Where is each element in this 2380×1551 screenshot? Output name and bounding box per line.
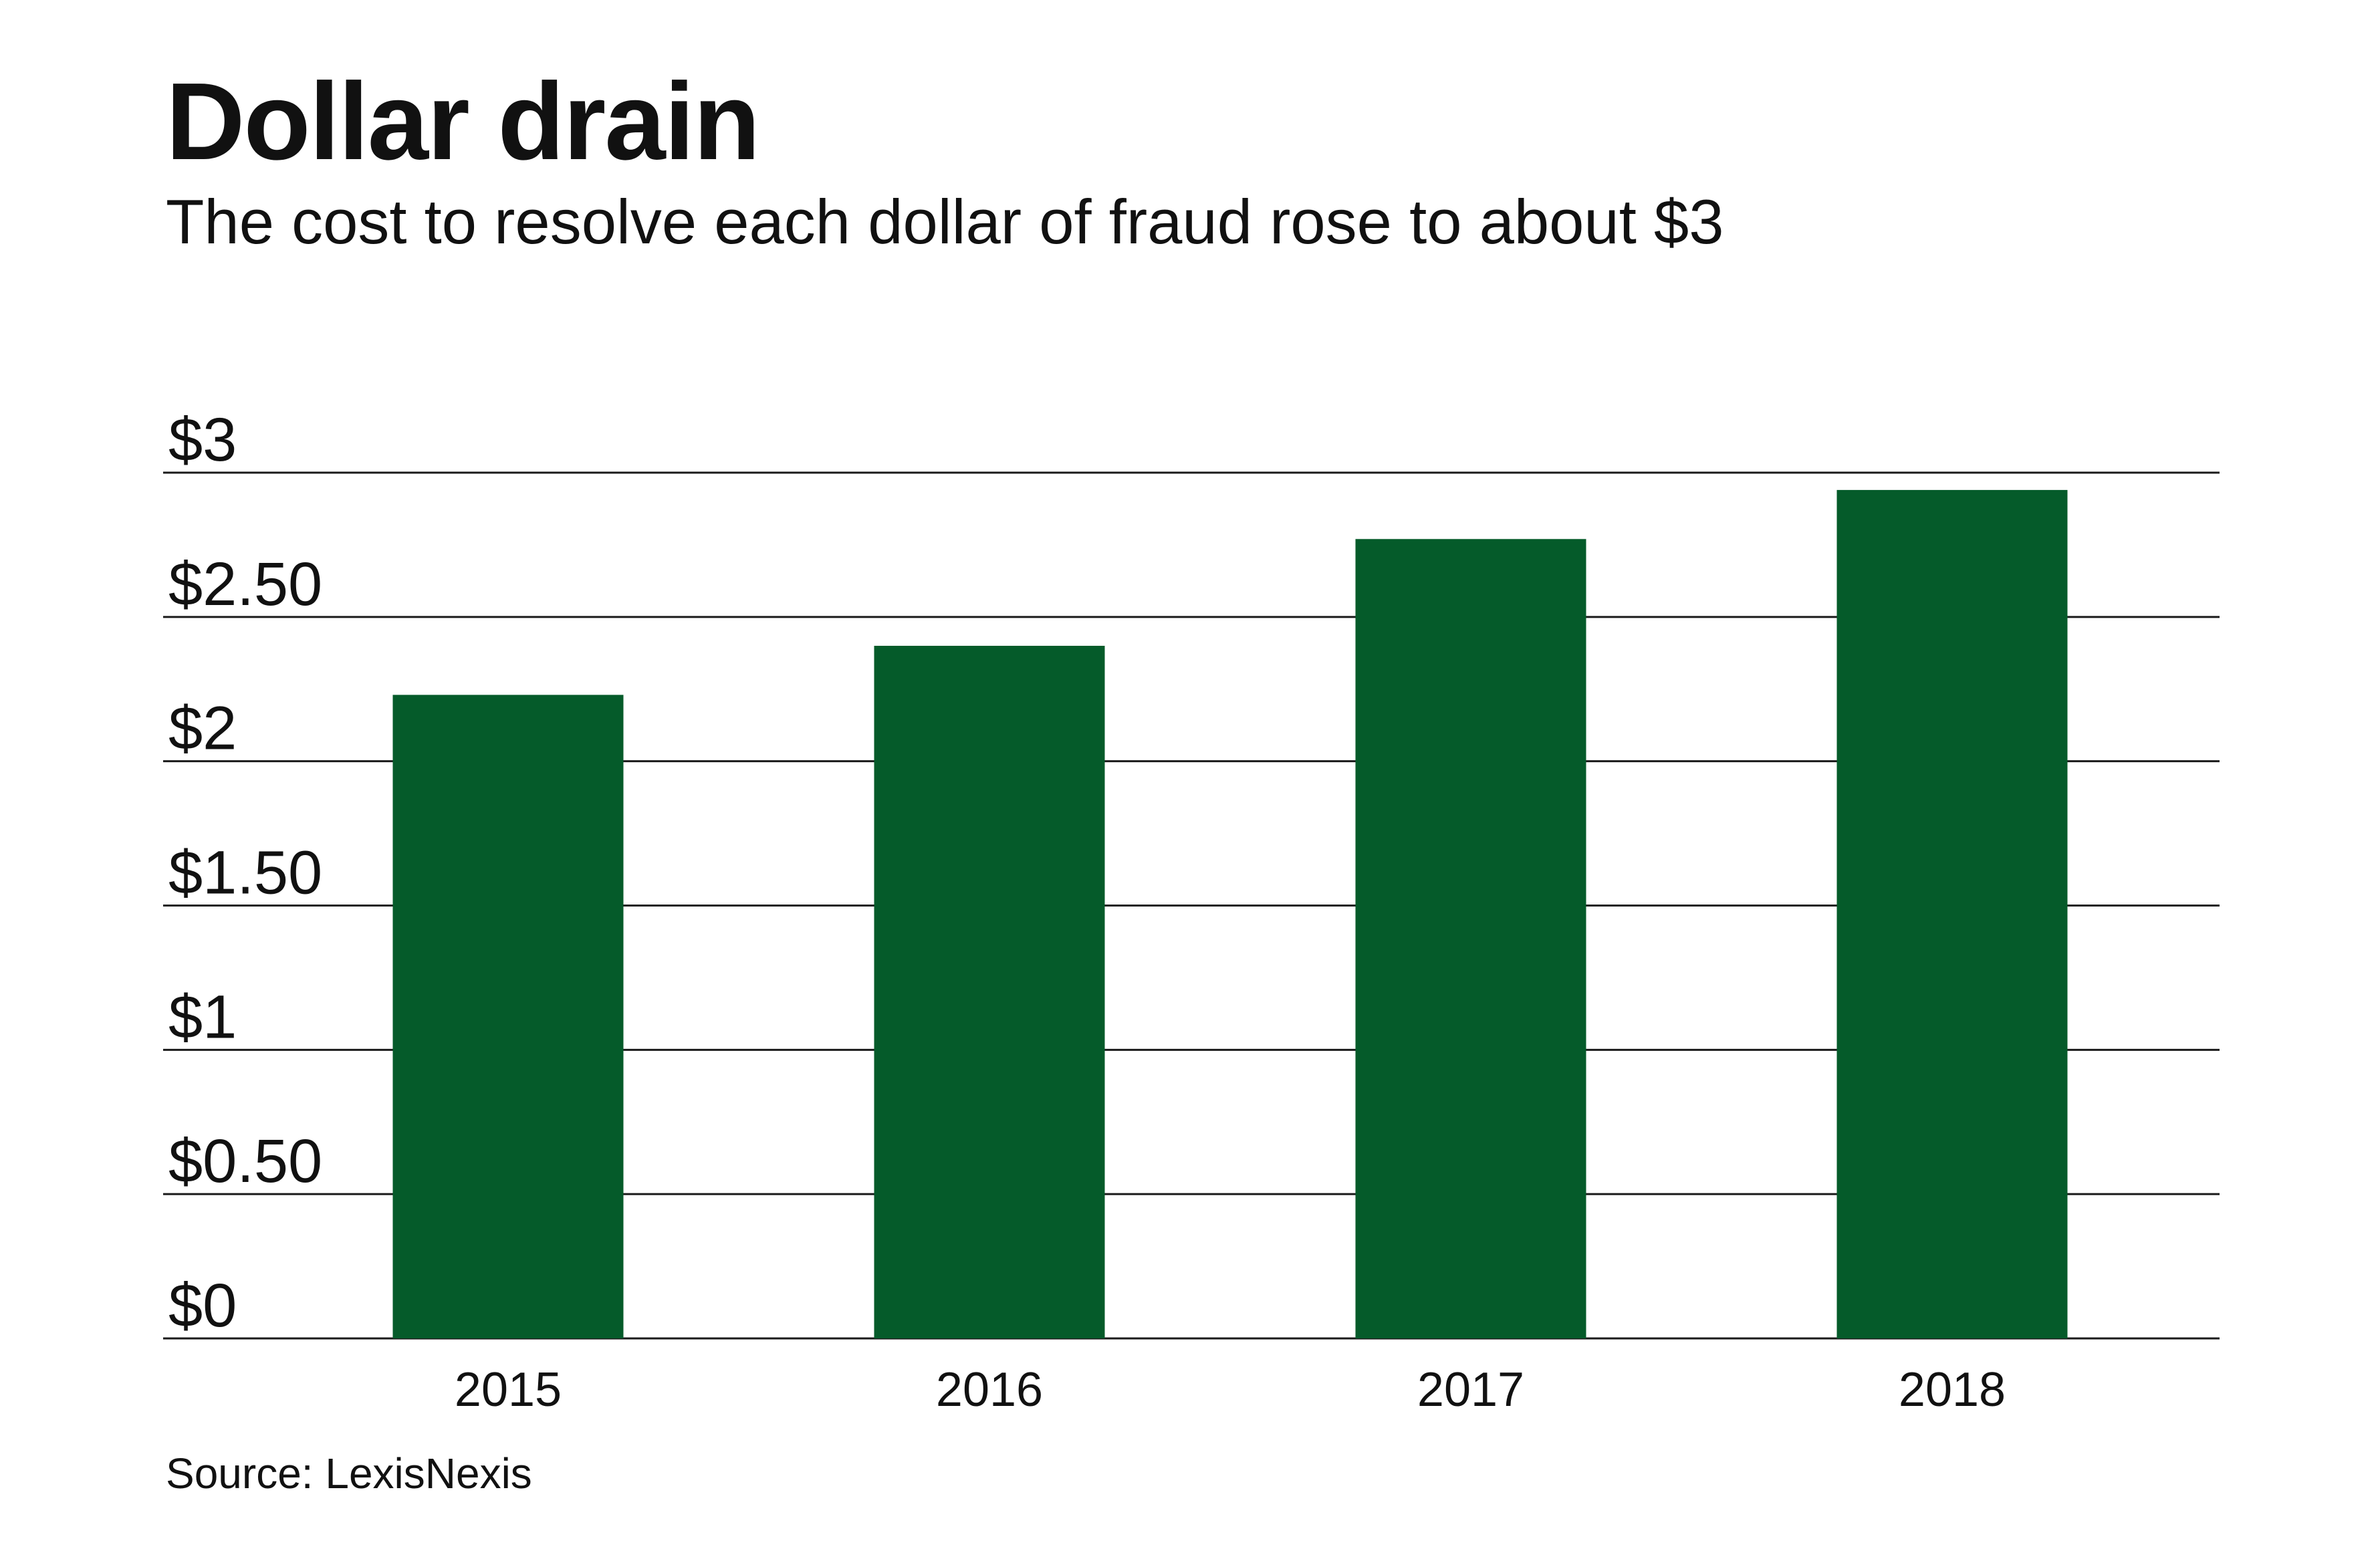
chart-title: Dollar drain	[166, 60, 760, 183]
y-tick-label: $2	[168, 695, 237, 763]
chart-subtitle: The cost to resolve each dollar of fraud…	[166, 187, 1724, 257]
x-tick-label: 2017	[1417, 1363, 1524, 1417]
bar-2017	[1355, 539, 1586, 1338]
y-tick-label: $1	[168, 983, 237, 1051]
y-tick-label: $3	[168, 406, 237, 474]
x-tick-label: 2015	[455, 1363, 562, 1417]
bar-2015	[392, 695, 624, 1338]
x-tick-labels: 2015 2016 2017 2018	[455, 1363, 2006, 1417]
bar-2018	[1836, 489, 2068, 1338]
bar-2016	[874, 646, 1105, 1338]
y-tick-label: $0.50	[168, 1127, 322, 1195]
bars	[392, 489, 2068, 1338]
source-note: Source: LexisNexis	[166, 1449, 532, 1498]
y-tick-label: $0	[168, 1272, 237, 1340]
x-tick-label: 2018	[1899, 1363, 2006, 1417]
y-tick-label: $1.50	[168, 839, 322, 907]
y-tick-label: $2.50	[168, 550, 322, 618]
y-tick-labels: $0 $0.50 $1 $1.50 $2 $2.50 $3	[168, 406, 322, 1340]
x-tick-label: 2016	[936, 1363, 1043, 1417]
